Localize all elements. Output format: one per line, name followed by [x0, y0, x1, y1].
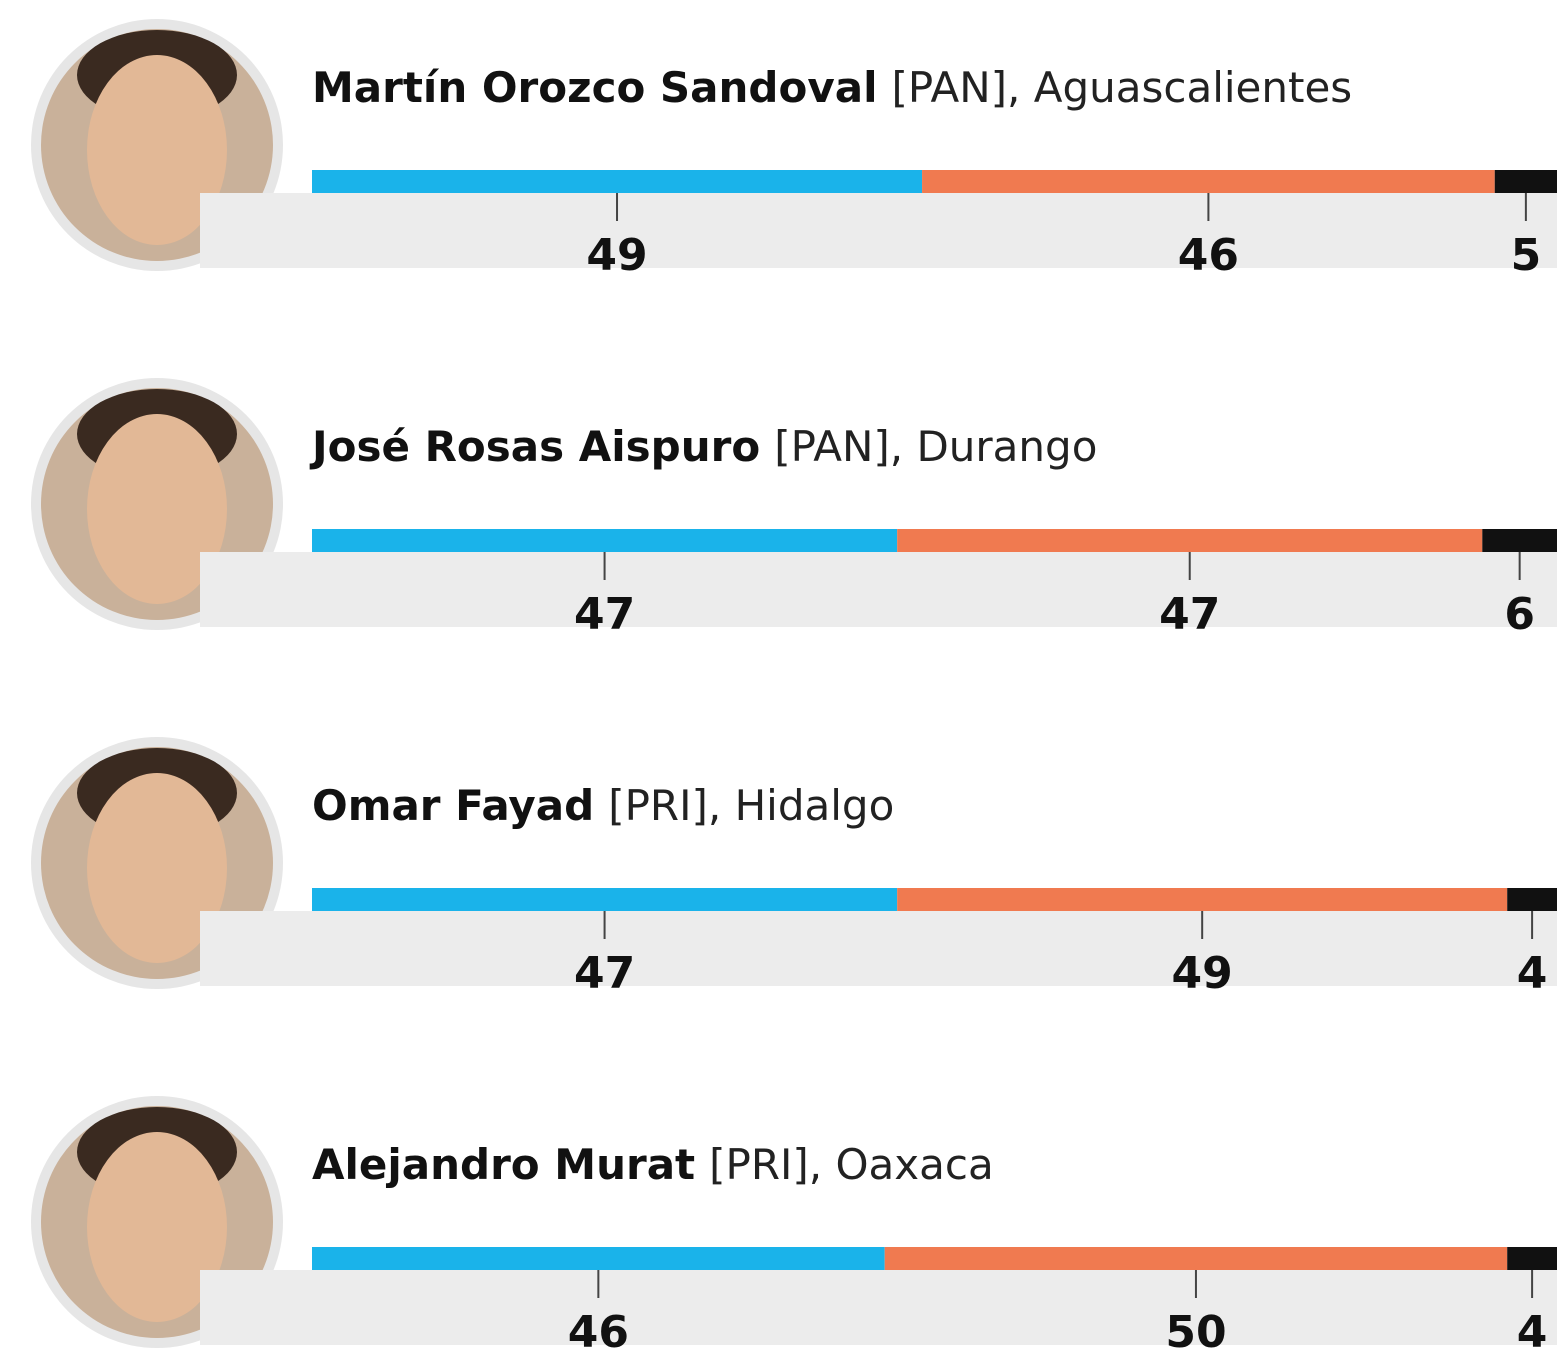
value-label: 46	[568, 1307, 629, 1358]
bar-segment	[897, 529, 1482, 552]
page: Martín Orozco Sandoval [PAN], Aguascalien…	[0, 0, 1557, 1359]
bar-segment	[922, 170, 1495, 193]
candidate-detail: [PRI], Hidalgo	[608, 781, 894, 830]
value-label: 47	[574, 589, 635, 640]
candidate-name: José Rosas Aispuro	[309, 422, 760, 471]
candidate-name: Martín Orozco Sandoval	[312, 63, 877, 112]
bar-segment	[885, 1247, 1507, 1270]
candidate-detail: [PAN], Aguascalientes	[891, 63, 1352, 112]
bar-segment	[1482, 529, 1557, 552]
label-band	[200, 552, 1557, 627]
value-label: 4	[1517, 1307, 1548, 1358]
candidate-label: José Rosas Aispuro [PAN], Durango	[309, 422, 1097, 471]
candidate-detail: [PAN], Durango	[774, 422, 1097, 471]
bar-segment	[312, 529, 897, 552]
candidate-detail: [PRI], Oaxaca	[709, 1140, 994, 1189]
value-label: 5	[1511, 230, 1542, 281]
value-label: 49	[586, 230, 647, 281]
label-band	[200, 911, 1557, 986]
candidate-name: Omar Fayad	[312, 781, 594, 830]
value-label: 4	[1517, 948, 1548, 999]
bar-segment	[312, 888, 897, 911]
bar-segment	[312, 1247, 885, 1270]
bar-segment	[1495, 170, 1557, 193]
bar-segment	[1507, 1247, 1557, 1270]
candidate-label: Omar Fayad [PRI], Hidalgo	[312, 781, 894, 830]
bar-segment	[897, 888, 1507, 911]
candidate-name: Alejandro Murat	[312, 1140, 695, 1189]
value-label: 49	[1172, 948, 1233, 999]
label-band	[200, 1270, 1557, 1345]
bar-segment	[312, 170, 922, 193]
value-label: 46	[1178, 230, 1239, 281]
value-label: 50	[1165, 1307, 1226, 1358]
candidate-label: Martín Orozco Sandoval [PAN], Aguascalien…	[312, 63, 1352, 112]
bar-segment	[1507, 888, 1557, 911]
value-label: 6	[1504, 589, 1535, 640]
label-band	[200, 193, 1557, 268]
candidate-label: Alejandro Murat [PRI], Oaxaca	[312, 1140, 994, 1189]
value-label: 47	[1159, 589, 1220, 640]
value-label: 47	[574, 948, 635, 999]
chart: Martín Orozco Sandoval [PAN], Aguascalien…	[0, 0, 1557, 1359]
